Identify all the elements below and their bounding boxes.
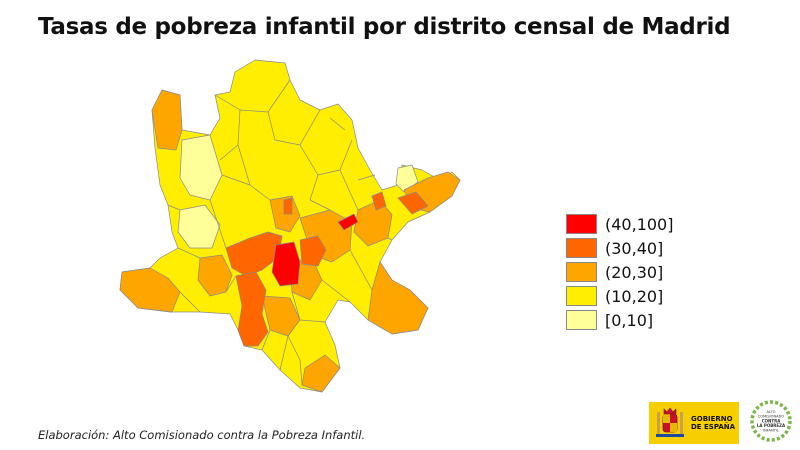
legend-label: (30,40] [605,238,664,258]
alto-comisionado-line: CONTRA [762,419,781,424]
legend-label: (40,100] [605,214,674,234]
map-region [283,197,293,215]
legend-label: (10,20] [605,286,664,306]
map-region [235,271,269,347]
gobierno-de-espana-logo: GOBIERNO DE ESPAÑA [649,402,739,444]
map-legend: (40,100] (30,40] (20,30] (10,20] [0,10] [566,212,673,332]
madrid-choropleth-map [119,59,461,393]
gobierno-line: GOBIERNO [691,415,733,423]
legend-swatch [566,286,597,306]
legend-item: (40,100] [566,212,673,236]
legend-swatch [566,238,597,258]
map-region [371,191,387,211]
alto-comisionado-logo: ALTO COMISIONADO CONTRA LA POBREZA INFAN… [750,400,792,442]
map-region [261,295,301,337]
legend-swatch [566,214,597,234]
legend-swatch [566,262,597,282]
legend-item: (10,20] [566,284,673,308]
map-region [367,261,429,335]
map-region [151,89,183,151]
legend-item: (20,30] [566,260,673,284]
legend-label: (20,30] [605,262,664,282]
coat-of-arms-icon [656,407,684,437]
map-title: Tasas de pobreza infantil por distrito c… [38,14,731,40]
map-region [271,241,301,287]
map-region [119,267,181,313]
map-regions [119,59,461,393]
map-region [337,213,359,231]
alto-comisionado-line: LA POBREZA [757,423,786,428]
gobierno-text: GOBIERNO DE ESPAÑA [691,415,735,431]
map-region [301,354,341,393]
alto-comisionado-line: COMISIONADO [758,415,785,419]
source-credit: Elaboración: Alto Comisionado contra la … [38,428,366,442]
legend-swatch [566,310,597,330]
map-region [397,191,429,215]
alto-comisionado-line: INFANTIL [763,429,779,433]
gobierno-line: DE ESPAÑA [691,423,736,431]
legend-label: [0,10] [605,310,654,330]
legend-item: [0,10] [566,308,673,332]
map-region [299,235,327,267]
legend-item: (30,40] [566,236,673,260]
alto-comisionado-line: ALTO [767,410,776,414]
map-region [177,204,221,249]
